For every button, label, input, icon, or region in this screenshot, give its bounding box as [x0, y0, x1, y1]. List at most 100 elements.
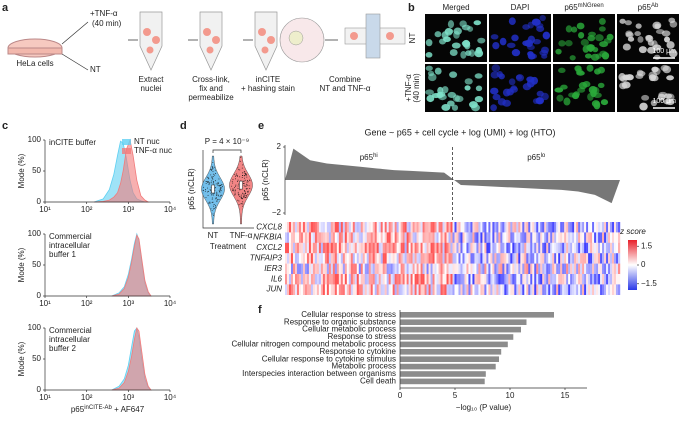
heatmap-cell [610, 263, 613, 275]
heatmap-cell [448, 263, 451, 275]
y-tick-label: 100 [28, 135, 42, 144]
nucleus [261, 46, 269, 54]
arrow [61, 21, 89, 71]
cell [434, 31, 442, 38]
heatmap-cell [394, 274, 397, 285]
heatmap-cell [440, 242, 443, 254]
panel-label: b [408, 2, 415, 14]
heatmap-cell [388, 274, 391, 285]
heatmap-cell [412, 263, 415, 275]
heatmap-cell [498, 222, 501, 233]
heatmap-cell [520, 222, 523, 233]
heatmap-cell [376, 253, 379, 264]
cell-point [212, 168, 214, 170]
heatmap-cell [378, 253, 381, 264]
heatmap-cell [285, 232, 288, 243]
heatmap-cell [318, 274, 322, 285]
heatmap-cell [552, 232, 555, 243]
heatmap-cell [426, 263, 429, 275]
cell-point [239, 176, 241, 178]
cell-point [216, 191, 218, 193]
heatmap-cell [414, 232, 417, 243]
heatmap-cell [392, 242, 395, 254]
cell [576, 22, 585, 30]
heatmap-cell [370, 253, 373, 264]
cell-point [243, 171, 245, 173]
x-tick-label: 15 [561, 391, 570, 400]
heatmap-cell [285, 274, 288, 285]
cell [619, 18, 626, 24]
heatmap-cell [464, 274, 467, 285]
heatmap-cell [374, 242, 377, 254]
cell [425, 65, 433, 71]
heatmap-cell [290, 274, 294, 285]
annotation: buffer 1 [49, 250, 77, 259]
heatmap-cell [588, 253, 591, 264]
heatmap-cell [308, 222, 312, 233]
heatmap-cell [604, 253, 607, 264]
heatmap-cell [590, 274, 593, 285]
cell-point [220, 194, 222, 196]
heatmap-cell [362, 242, 365, 254]
cell [586, 64, 594, 72]
heatmap-cell [596, 284, 599, 295]
category-label: Cellular response to stress [301, 310, 396, 319]
heatmap-cell [516, 274, 519, 285]
heatmap-cell [342, 253, 346, 264]
heatmap-cell [560, 222, 563, 233]
heatmap-cell [566, 274, 569, 285]
heatmap-cell [532, 232, 535, 243]
heatmap-cell [576, 284, 579, 295]
cell-point [243, 184, 245, 186]
cell [569, 55, 576, 61]
heatmap-cell [548, 232, 551, 243]
x-tick-label: 10² [81, 299, 93, 308]
heatmap-cell [460, 232, 463, 243]
cell [663, 93, 673, 99]
heatmap-cell [542, 232, 545, 243]
heatmap-cell [448, 253, 451, 264]
heatmap-cell [354, 263, 357, 275]
heatmap-cell [324, 232, 328, 243]
heatmap-cell [522, 263, 525, 275]
heatmap-cell [376, 263, 379, 275]
cell-point [204, 190, 206, 192]
heatmap-cell [528, 242, 531, 254]
heatmap-cell [338, 232, 342, 243]
cell-point [220, 187, 222, 189]
cell [464, 78, 473, 85]
heatmap-cell [512, 242, 515, 254]
heatmap-cell [612, 274, 615, 285]
cell [588, 86, 598, 94]
cell-point [244, 196, 246, 198]
bar [400, 312, 554, 318]
cell-point [244, 170, 246, 172]
heatmap-cell [550, 232, 553, 243]
heatmap-cell [334, 274, 338, 285]
heatmap-cell [364, 284, 367, 295]
cell-point [213, 182, 214, 184]
heatmap-cell [558, 232, 561, 243]
heatmap-cell [328, 222, 332, 233]
cell [441, 103, 451, 111]
heatmap-cell [552, 242, 555, 254]
heatmap-cell [382, 274, 385, 285]
heatmap-cell [508, 253, 511, 264]
heatmap-cell [300, 253, 304, 264]
cell-point [211, 201, 213, 203]
heatmap-cell [364, 274, 367, 285]
heatmap-cell [456, 242, 459, 254]
heatmap-cell [436, 222, 439, 233]
cell [650, 99, 658, 107]
heatmap-cell [332, 232, 336, 243]
heatmap-cell [466, 284, 469, 295]
heatmap-cell [592, 222, 595, 233]
heatmap-cell [524, 222, 527, 233]
heatmap-cell [486, 253, 489, 264]
heatmap-cell [478, 263, 481, 275]
annotation: Commercial [49, 326, 92, 335]
heatmap-cell [322, 274, 326, 285]
heatmap-cell [462, 284, 465, 295]
heatmap-cell [452, 284, 455, 295]
heatmap-cell [350, 242, 353, 254]
